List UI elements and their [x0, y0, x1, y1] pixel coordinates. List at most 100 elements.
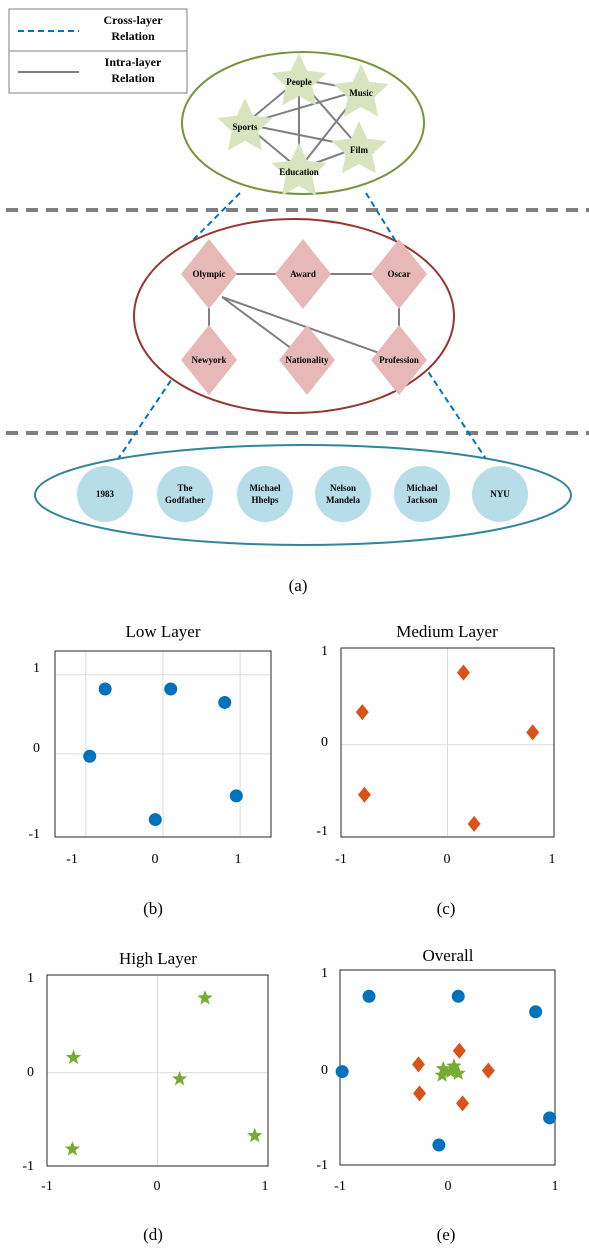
- x-tick-label: -1: [66, 852, 78, 867]
- plot-title: Medium Layer: [396, 622, 498, 641]
- plot-frame: [340, 647, 555, 838]
- high-node-label: Sports: [232, 122, 258, 132]
- star-marker: [65, 1049, 82, 1065]
- x-tick-label: -1: [335, 852, 347, 867]
- caption-c: (c): [437, 899, 456, 918]
- medium-node-olympic: Olympic: [181, 239, 237, 309]
- y-tick-label: 1: [27, 971, 34, 986]
- star-marker: [434, 1067, 450, 1082]
- diamond-node-shape: [371, 239, 427, 309]
- star-marker: [450, 1065, 466, 1080]
- x-tick-label: -1: [41, 1179, 53, 1194]
- star-node-shape: [333, 64, 389, 117]
- star-node-shape: [271, 143, 327, 196]
- diamond-marker: [456, 664, 470, 681]
- y-tick-label: -1: [316, 824, 328, 839]
- x-tick-label: 1: [549, 852, 556, 867]
- circle-marker: [432, 1138, 446, 1152]
- y-tick-label: 0: [321, 735, 328, 750]
- legend-intra-line2: Relation: [111, 71, 155, 85]
- circle-node-shape: [157, 466, 213, 522]
- high-node-label: Education: [279, 167, 319, 177]
- low-node-label: Godfather: [165, 495, 205, 505]
- star-node-shape: [217, 98, 273, 151]
- medium-node-label: Profession: [379, 355, 419, 365]
- high-layer: People Music Sports Film Education: [181, 51, 425, 196]
- legend: Cross-layer Relation Intra-layer Relatio…: [8, 8, 188, 94]
- low-node-1983: 1983: [77, 466, 133, 522]
- y-tick-label: 1: [33, 661, 40, 676]
- high-layer-nodes: People Music Sports Film Education: [217, 53, 389, 196]
- y-tick-label: 0: [33, 741, 40, 756]
- low-node-label: Jackson: [406, 495, 437, 505]
- circle-marker: [335, 1065, 349, 1079]
- diamond-node-shape: [275, 239, 331, 309]
- medium-node-label: Olympic: [193, 269, 226, 279]
- diamond-node-shape: [279, 325, 335, 395]
- diamond-marker: [357, 786, 371, 803]
- y-tick-label: -1: [316, 1158, 328, 1173]
- circle-marker: [451, 989, 465, 1003]
- x-tick-label: 0: [154, 1179, 161, 1194]
- star-marker: [172, 1070, 188, 1086]
- plot-overall: Overall -1 0 1 1 0 -1: [316, 946, 558, 1194]
- circle-marker: [529, 1005, 543, 1019]
- low-node-label: Mandela: [326, 495, 361, 505]
- legend-intra-line1: Intra-layer: [105, 55, 162, 69]
- low-node-nyu: NYU: [472, 466, 528, 522]
- legend-cross-line2: Relation: [111, 29, 155, 43]
- medium-layer-nodes: Olympic Award Oscar Newyork Nationality Profe…: [181, 239, 427, 395]
- x-tick-label: 0: [152, 852, 159, 867]
- medium-edge-olympic-profession: [221, 296, 400, 361]
- low-node-label: Michael: [250, 483, 281, 493]
- low-layer: 1983 The Godfather Michael Hhelps Nelson Mande…: [34, 444, 572, 546]
- legend-cross-line1: Cross-layer: [103, 13, 163, 27]
- circle-node-shape: [394, 466, 450, 522]
- medium-node-nationality: Nationality: [279, 325, 335, 395]
- circle-marker: [218, 695, 232, 709]
- y-tick-label: 0: [321, 1063, 328, 1078]
- star-marker: [64, 1141, 80, 1156]
- circle-marker: [543, 1111, 557, 1125]
- star-node-shape: [271, 53, 327, 106]
- plot-title: Low Layer: [125, 622, 200, 641]
- diamond-marker: [456, 1095, 470, 1112]
- diamond-marker: [355, 704, 369, 721]
- low-node-label: 1983: [96, 489, 115, 499]
- x-tick-label: 0: [444, 852, 451, 867]
- high-node-sports: Sports: [217, 98, 273, 151]
- x-tick-label: 0: [445, 1179, 452, 1194]
- circle-node-shape: [237, 466, 293, 522]
- medium-node-label: Newyork: [192, 355, 227, 365]
- plot-low-layer: Low Layer -1 0 1 1 0 -1: [28, 622, 272, 867]
- x-tick-label: 1: [552, 1179, 559, 1194]
- circle-node-shape: [315, 466, 371, 522]
- low-node-michael-jackson: Michael Jackson: [394, 466, 450, 522]
- plot-title: Overall: [423, 946, 474, 965]
- diamond-node-shape: [371, 325, 427, 395]
- diamond-marker: [526, 724, 540, 741]
- star-marker: [435, 1060, 451, 1076]
- circle-node-shape: [77, 466, 133, 522]
- cross-layer-links: [115, 192, 489, 463]
- caption-d: (d): [143, 1225, 163, 1244]
- star-marker: [443, 1063, 459, 1079]
- plot-high-layer: High Layer -1 0 1 1 0 -1: [22, 949, 269, 1194]
- high-node-film: Film: [331, 121, 387, 174]
- plot-title: High Layer: [119, 949, 197, 968]
- high-node-education: Education: [271, 143, 327, 196]
- diamond-marker: [411, 1056, 425, 1073]
- low-layer-nodes: 1983 The Godfather Michael Hhelps Nelson Mande…: [77, 466, 528, 522]
- caption-e: (e): [437, 1225, 456, 1244]
- medium-node-profession: Profession: [371, 325, 427, 395]
- medium-node-oscar: Oscar: [371, 239, 427, 309]
- diamond-marker: [481, 1062, 495, 1079]
- diamond-marker: [467, 815, 481, 832]
- diamond-marker: [452, 1042, 466, 1059]
- high-node-people: People: [271, 53, 327, 106]
- diamond-marker: [413, 1085, 427, 1102]
- low-layer-ellipse: [34, 444, 572, 546]
- circle-marker: [164, 682, 178, 696]
- star-marker: [247, 1127, 263, 1143]
